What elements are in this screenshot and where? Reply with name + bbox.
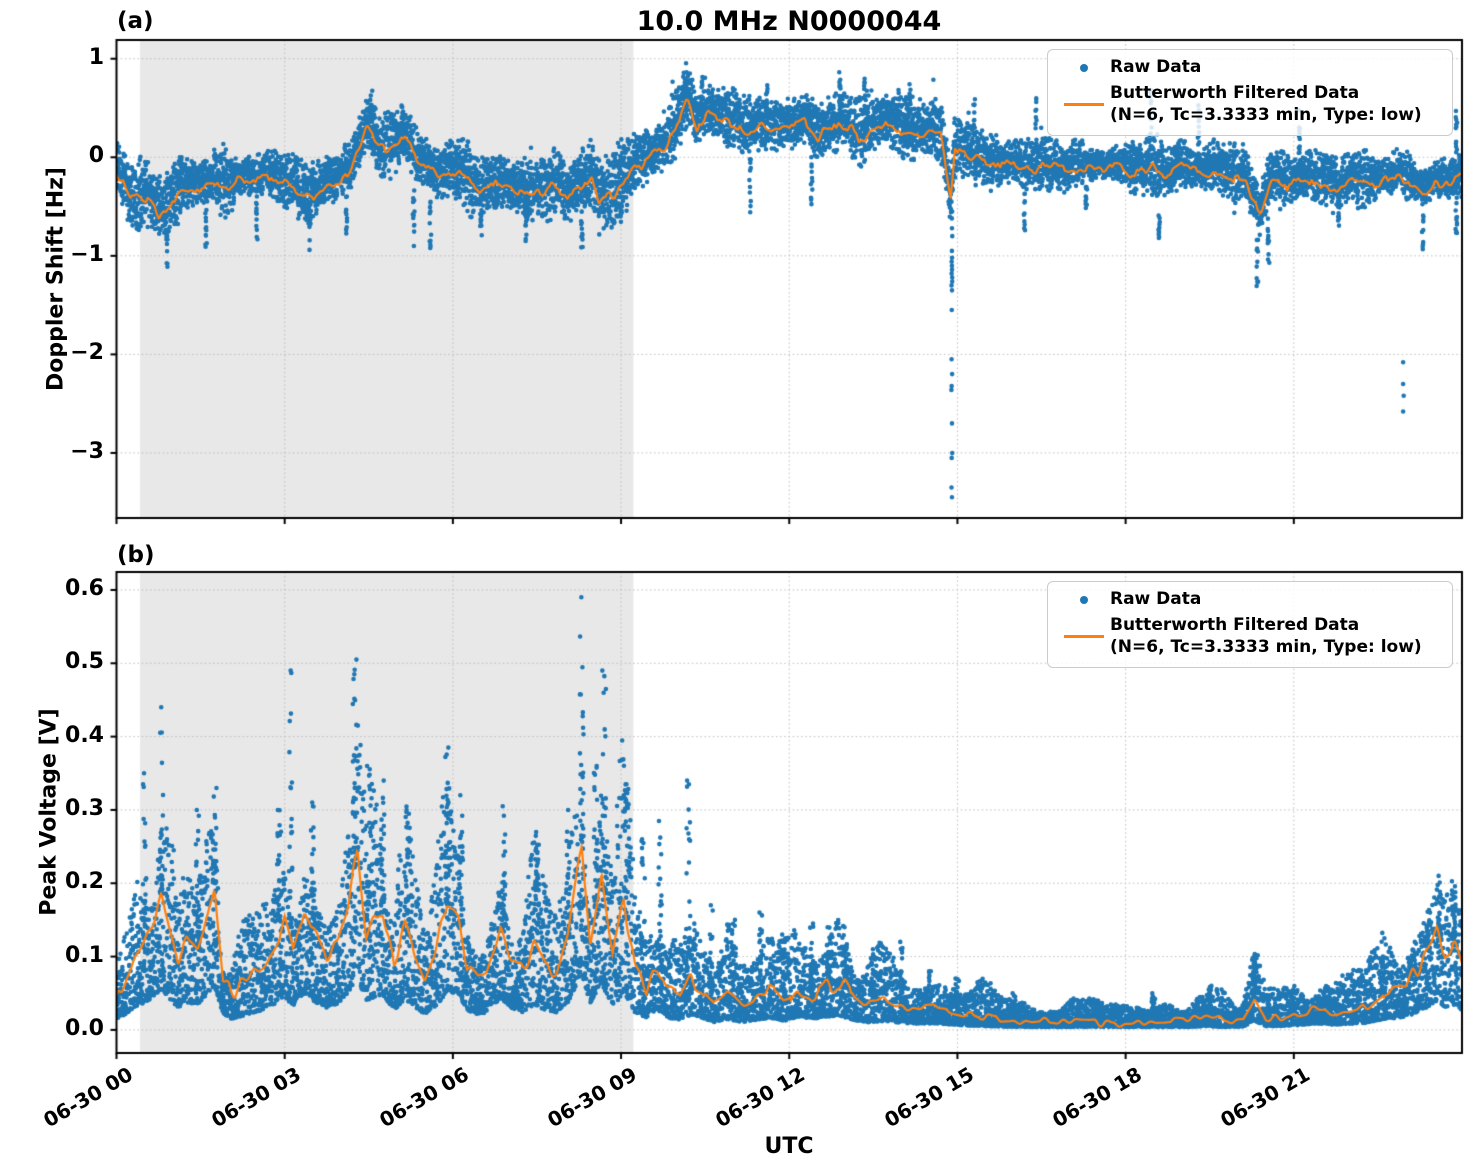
y-tick-label-b: 0.3 [65, 795, 104, 821]
y-tick-label-a: 0 [88, 143, 104, 169]
figure-title: 10.0 MHz N0000044 [636, 6, 942, 37]
y-tick-label-a: −2 [70, 340, 104, 366]
y-tick-label-b: 0.6 [65, 575, 104, 601]
legend-panel-b: Raw Data Butterworth Filtered Data (N=6, … [1047, 581, 1453, 668]
filtered-line-marker-icon [1058, 103, 1110, 106]
x-axis-label: UTC [764, 1134, 814, 1159]
legend-item-filtered: Butterworth Filtered Data (N=6, Tc=3.3333… [1058, 615, 1442, 658]
legend-raw-label: Raw Data [1110, 589, 1202, 609]
legend-item-raw: Raw Data [1058, 57, 1442, 78]
legend-panel-a: Raw Data Butterworth Filtered Data (N=6, … [1047, 49, 1453, 136]
legend-item-raw: Raw Data [1058, 589, 1442, 610]
legend-item-filtered: Butterworth Filtered Data (N=6, Tc=3.3333… [1058, 83, 1442, 126]
legend-filtered-label: Butterworth Filtered Data (N=6, Tc=3.3333… [1110, 83, 1422, 125]
y-tick-label-a: −1 [70, 241, 104, 267]
y-tick-label-b: 0.1 [65, 942, 104, 968]
legend-raw-label: Raw Data [1110, 57, 1202, 77]
panel-b-tag: (b) [117, 542, 155, 568]
legend-filtered-label: Butterworth Filtered Data (N=6, Tc=3.3333… [1110, 615, 1422, 657]
y-tick-label-b: 0.2 [65, 869, 104, 895]
panel-a-tag: (a) [117, 8, 154, 34]
y-tick-label-a: 1 [88, 44, 104, 70]
y-tick-label-b: 0.5 [65, 649, 104, 675]
y-tick-label-b: 0.0 [65, 1015, 104, 1041]
raw-data-marker-icon [1058, 63, 1110, 72]
y-tick-label-b: 0.4 [65, 722, 104, 748]
filtered-line-marker-icon [1058, 635, 1110, 638]
y-tick-label-a: −3 [70, 438, 104, 464]
raw-data-marker-icon [1058, 595, 1110, 604]
